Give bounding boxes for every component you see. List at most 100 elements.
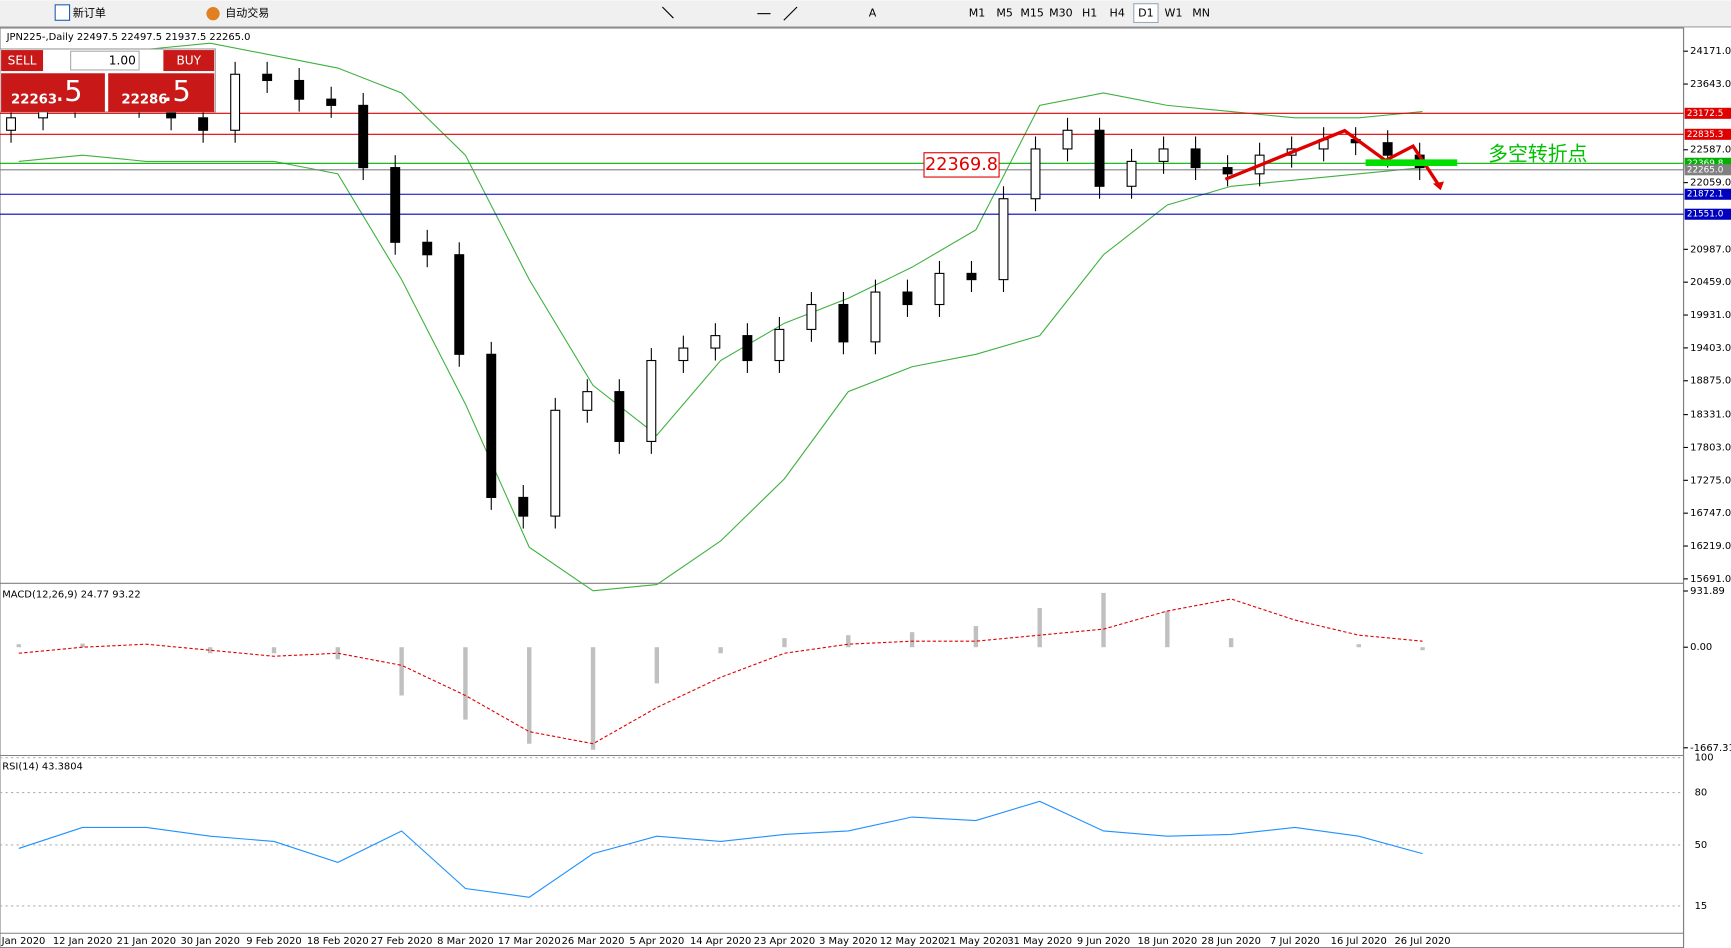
macd-bar: [16, 644, 21, 648]
y-tick-label: 24171.0: [1690, 46, 1731, 57]
candle-body: [1222, 167, 1233, 175]
candle-body: [358, 104, 369, 169]
bollinger-upper: [18, 42, 1423, 436]
price-tag-label: 22835.3: [1687, 130, 1724, 140]
candle-body: [230, 73, 241, 131]
macd-bar: [590, 647, 596, 750]
x-tick-label: 14 Apr 2020: [690, 936, 751, 947]
candle-body: [710, 335, 721, 349]
lots-input[interactable]: [70, 50, 140, 71]
timeframe-button[interactable]: M30: [1049, 7, 1073, 20]
macd-bar: [846, 635, 851, 648]
candle-body: [838, 303, 849, 343]
timeframe-button[interactable]: H1: [1082, 7, 1097, 20]
candle-body: [422, 241, 433, 256]
timeframe-button[interactable]: M15: [1020, 7, 1044, 20]
macd-bar: [1101, 592, 1106, 648]
macd-bar: [463, 647, 468, 720]
candle-body: [1126, 160, 1137, 187]
price-tag-label: 21551.0: [1687, 210, 1724, 220]
candle-body: [966, 272, 977, 281]
cursor-icon[interactable]: [661, 6, 674, 19]
bid-price[interactable]: 22263: [11, 93, 57, 108]
candle-body: [870, 291, 881, 343]
price-tag-label: 22265.0: [1687, 165, 1724, 175]
x-tick-label: 30 Jan 2020: [180, 936, 239, 947]
timeframe-button[interactable]: H4: [1110, 7, 1125, 20]
y-tick-label: 0.00: [1690, 642, 1712, 653]
timeframe-button[interactable]: M5: [996, 7, 1013, 20]
x-tick-label: 9 Feb 2020: [246, 936, 301, 947]
candle-body: [550, 409, 561, 517]
macd-bar: [1228, 638, 1234, 648]
timeframe-button[interactable]: D1: [1138, 7, 1154, 20]
ask-price[interactable]: 22286: [121, 93, 167, 108]
sell-button[interactable]: [1, 50, 44, 72]
macd-bar: [80, 643, 85, 648]
new-order-icon[interactable]: [54, 4, 71, 21]
candle-body: [614, 391, 625, 442]
candle-body: [806, 303, 817, 330]
candle-body: [1382, 142, 1393, 156]
candle-body: [774, 328, 785, 362]
candle-body: [390, 167, 401, 243]
macd-bar: [718, 647, 723, 654]
bid-fraction[interactable]: .5: [55, 74, 82, 108]
x-tick-label: 8 Mar 2020: [437, 936, 494, 947]
x-tick-label: 23 Apr 2020: [754, 936, 815, 947]
lots-value[interactable]: 1.00: [109, 54, 136, 68]
auto-trading-button[interactable]: 自动交易: [225, 6, 269, 20]
ask-button[interactable]: [108, 73, 215, 112]
macd-bar: [973, 626, 979, 648]
x-tick-label: 3 May 2020: [819, 936, 877, 947]
candle-body: [198, 117, 209, 131]
timeframe-button[interactable]: W1: [1165, 7, 1183, 20]
x-tick-label: 12 Jan 2020: [53, 936, 112, 947]
trendline-tool[interactable]: [783, 6, 798, 21]
price-tag-label: 23172.5: [1687, 109, 1724, 119]
price-tag: [1684, 164, 1731, 176]
chart-area: [0, 27, 1685, 948]
x-tick-label: 28 Jun 2020: [1201, 936, 1261, 947]
chart-header: JPN225-,Daily 22497.5 22497.5 21937.5 22…: [6, 32, 251, 43]
y-tick-label: 18875.0: [1690, 376, 1731, 387]
macd-bar: [207, 647, 213, 654]
price-tag: [1684, 107, 1731, 119]
new-order-button[interactable]: 新订单: [73, 6, 106, 20]
buy-label[interactable]: BUY: [176, 54, 201, 68]
y-tick-label: 17275.0: [1690, 475, 1731, 486]
y-tick-label: 23643.0: [1690, 79, 1731, 90]
buy-button[interactable]: [163, 50, 215, 72]
text-tool[interactable]: A: [869, 7, 877, 20]
ask-fraction[interactable]: .5: [163, 74, 190, 108]
rsi-title: RSI(14) 43.3804: [2, 762, 83, 773]
y-tick-label: 100: [1695, 753, 1714, 764]
price-marker-box: [923, 152, 1000, 178]
timeframe-button[interactable]: M1: [969, 7, 986, 20]
y-tick-label: 22587.0: [1690, 145, 1731, 156]
x-tick-label: 31 May 2020: [1007, 936, 1072, 947]
auto-trading-icon[interactable]: [206, 7, 220, 21]
turning-zone: [1365, 159, 1458, 166]
timeframe-button[interactable]: MN: [1192, 7, 1210, 20]
macd-title: MACD(12,26,9) 24.77 93.22: [2, 589, 140, 600]
toolbar: [0, 0, 1731, 27]
macd-bar: [271, 647, 277, 654]
y-tick-label: 20987.0: [1690, 244, 1731, 255]
macd-bar: [335, 647, 341, 660]
macd-bar: [1356, 644, 1361, 648]
y-tick-label: 50: [1695, 840, 1708, 851]
macd-signal: [18, 598, 1423, 745]
sell-label[interactable]: SELL: [8, 54, 37, 68]
macd-bar: [1165, 611, 1170, 648]
macd-bar: [654, 647, 660, 684]
y-tick-label: 80: [1695, 788, 1708, 799]
toolbar-items: 新订单 自动交易 A: [54, 3, 1159, 24]
macd-bar: [1037, 607, 1042, 648]
bid-button[interactable]: [1, 73, 105, 112]
price-tag-label: 21872.1: [1687, 190, 1724, 200]
y-tick-label: 19931.0: [1690, 310, 1731, 321]
candle-body: [6, 117, 17, 131]
